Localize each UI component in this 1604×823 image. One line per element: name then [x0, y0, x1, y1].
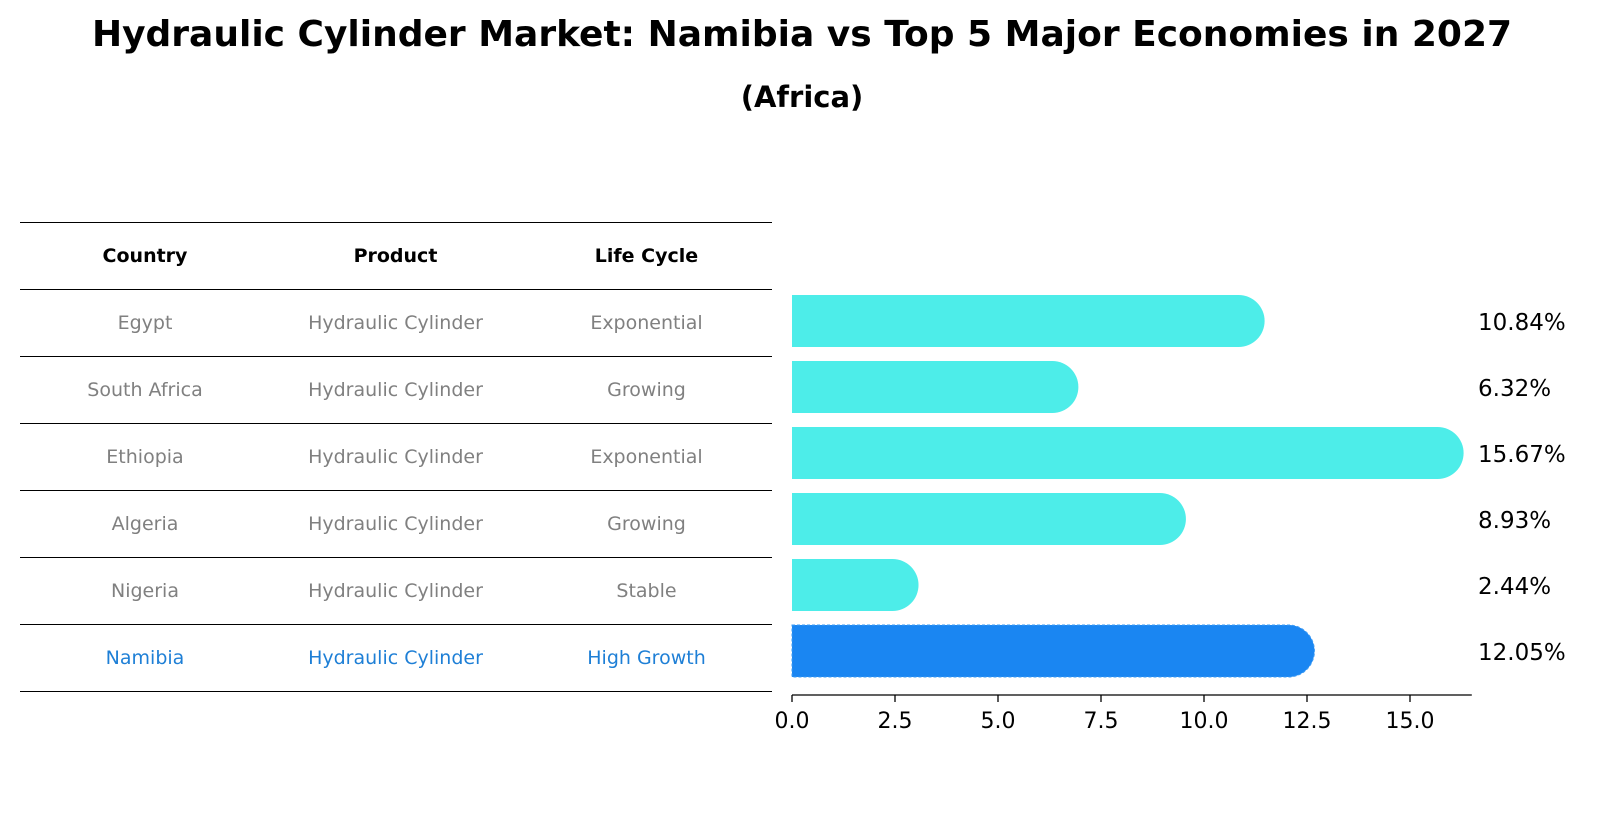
cell-life-cycle: Exponential	[590, 312, 703, 334]
table-row-highlighted: Namibia Hydraulic Cylinder High Growth	[20, 624, 772, 692]
cell-life-cycle: Growing	[607, 513, 686, 535]
x-tick-label: 10.0	[1180, 709, 1229, 734]
cell-country: South Africa	[87, 379, 203, 401]
header-life-cycle: Life Cycle	[594, 245, 699, 267]
table-row: South Africa Hydraulic Cylinder Growing	[20, 356, 772, 423]
table-row: Nigeria Hydraulic Cylinder Stable	[20, 557, 772, 624]
cell-product: Hydraulic Cylinder	[308, 312, 483, 334]
bar-namibia	[791, 624, 1315, 678]
bar-ethiopia	[792, 427, 1464, 479]
header-product: Product	[353, 245, 438, 267]
value-label: 15.67%	[1478, 442, 1566, 468]
cell-life-cycle: Exponential	[590, 446, 703, 468]
bar-algeria	[792, 493, 1186, 545]
cell-product: Hydraulic Cylinder	[308, 379, 483, 401]
x-tick-label: 5.0	[981, 709, 1016, 734]
value-label: 12.05%	[1478, 640, 1566, 666]
x-tick-label: 7.5	[1084, 709, 1119, 734]
cell-life-cycle: Stable	[616, 580, 677, 602]
x-tick-label: 12.5	[1283, 709, 1332, 734]
x-tick-label: 15.0	[1386, 709, 1435, 734]
x-tick-label: 0.0	[775, 709, 810, 734]
value-label: 8.93%	[1478, 508, 1551, 534]
table-row: Egypt Hydraulic Cylinder Exponential	[20, 289, 772, 356]
table-row: Algeria Hydraulic Cylinder Growing	[20, 490, 772, 557]
cell-product: Hydraulic Cylinder	[308, 647, 483, 669]
bar-nigeria	[792, 559, 919, 611]
header-country: Country	[102, 245, 188, 267]
cell-product: Hydraulic Cylinder	[308, 513, 483, 535]
bar-egypt	[792, 295, 1265, 347]
cell-life-cycle: High Growth	[587, 647, 706, 669]
cell-country: Nigeria	[111, 580, 179, 602]
cell-country: Algeria	[111, 513, 179, 535]
cell-country: Egypt	[117, 312, 173, 334]
cell-country: Ethiopia	[106, 446, 184, 468]
chart-subtitle: (Africa)	[740, 80, 864, 114]
cell-country: Namibia	[105, 647, 185, 669]
value-label: 2.44%	[1478, 574, 1551, 600]
table-row: Ethiopia Hydraulic Cylinder Exponential	[20, 423, 772, 490]
cell-product: Hydraulic Cylinder	[308, 580, 483, 602]
chart-title: Hydraulic Cylinder Market: Namibia vs To…	[91, 14, 1513, 55]
bar-south-africa	[792, 361, 1079, 413]
value-label: 10.84%	[1478, 310, 1566, 336]
table-header-row: Country Product Life Cycle	[20, 222, 772, 289]
x-tick-label: 2.5	[878, 709, 913, 734]
cell-product: Hydraulic Cylinder	[308, 446, 483, 468]
value-label: 6.32%	[1478, 376, 1551, 402]
cell-life-cycle: Growing	[607, 379, 686, 401]
data-table: Country Product Life Cycle Egypt Hydraul…	[20, 222, 772, 692]
